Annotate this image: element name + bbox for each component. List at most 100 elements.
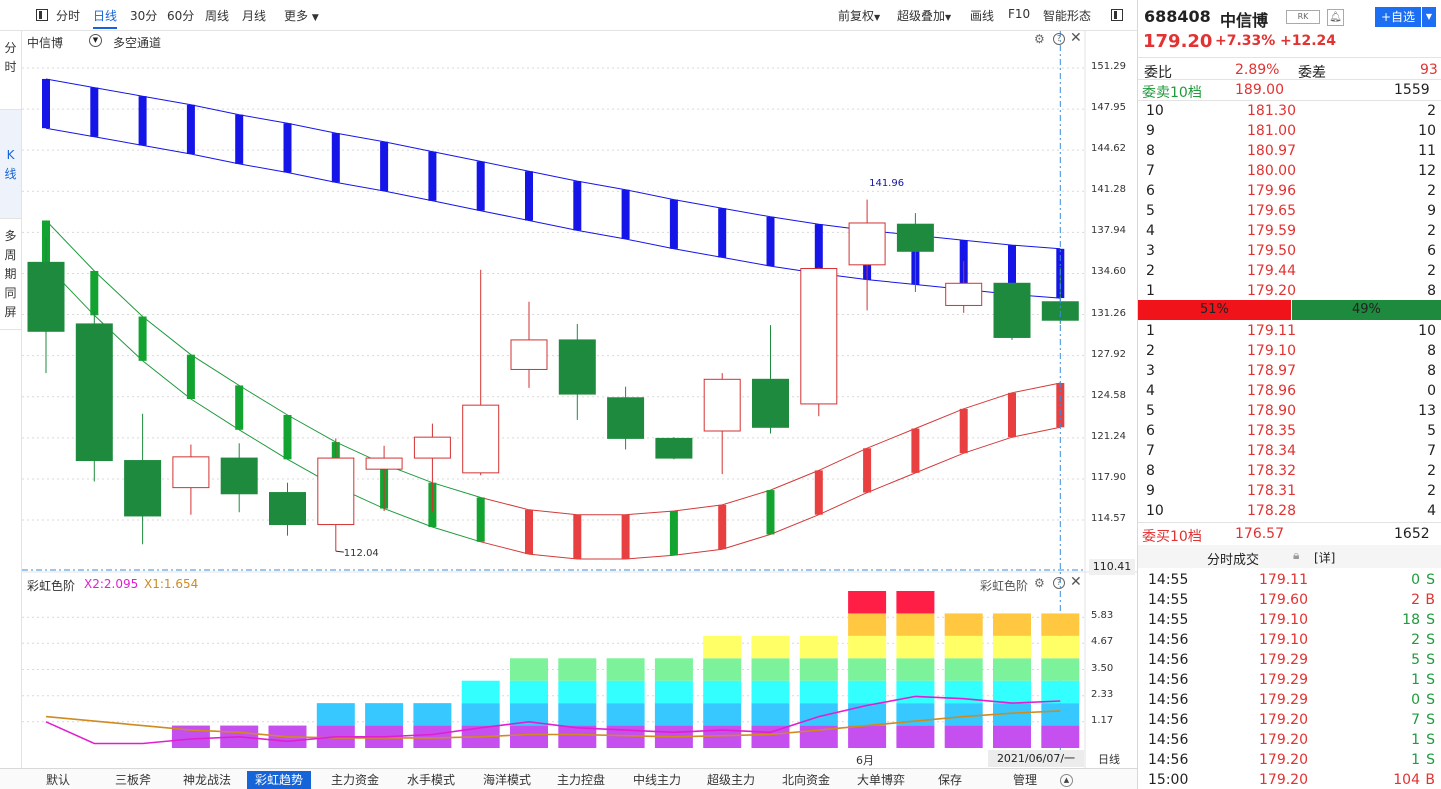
buy10-label: 委买10档 [1142, 529, 1202, 545]
weicha-label: 委差 [1298, 65, 1326, 81]
rainbow-block [944, 725, 983, 748]
indicator-dropdown-icon[interactable]: ▼ [89, 34, 102, 47]
upper-channel-bar [90, 87, 99, 137]
lower-channel-bar [959, 408, 968, 454]
ask-level-row[interactable]: 1 179.20 8 [1138, 280, 1441, 300]
ask-level-row[interactable]: 5 179.65 9 [1138, 200, 1441, 220]
candle-body [172, 456, 210, 489]
trade-price: 179.29 [1259, 672, 1308, 688]
indicator-tab[interactable]: 神龙战法 [182, 773, 231, 787]
rainbow-block [848, 680, 887, 704]
draw-line-button[interactable]: 画线 [970, 9, 995, 23]
rainbow-block [654, 680, 693, 704]
indicator-tab[interactable]: 管理 [1012, 773, 1037, 787]
rainbow-block [461, 680, 500, 704]
lower-channel-bar [911, 428, 920, 473]
scroll-up-icon[interactable]: ▲ [1060, 774, 1073, 787]
sub-chart-name[interactable]: 彩虹色阶 [27, 579, 76, 593]
f10-button[interactable]: F10 [1008, 7, 1031, 21]
trade-price: 179.10 [1259, 632, 1308, 648]
bid-level-row[interactable]: 10 178.28 4 [1138, 500, 1441, 520]
trade-row: 14:55 179.10 18 S [1138, 609, 1441, 629]
sell-ratio-bar: 49% [1292, 300, 1441, 320]
bell-icon[interactable]: 🔔︎ [1327, 9, 1344, 26]
candle-body [365, 457, 403, 470]
level-price: 178.90 [1247, 403, 1296, 419]
tab-daily[interactable]: 日线 [93, 9, 118, 29]
bid-level-row[interactable]: 8 178.32 2 [1138, 460, 1441, 480]
rk-badge[interactable]: RK [1286, 10, 1320, 24]
candle-body [896, 223, 934, 252]
indicator-tab[interactable]: 三板斧 [114, 773, 151, 787]
indicator-tab[interactable]: 海洋模式 [482, 773, 531, 787]
more-menu[interactable]: 更多 ▼ [284, 7, 319, 24]
rainbow-block [848, 613, 887, 636]
indicator-tab[interactable]: 默认 [45, 773, 70, 787]
kline-chart[interactable]: 141.96 112.04 [22, 31, 1137, 768]
level-volume: 8 [1427, 363, 1436, 379]
sidetab-multi-period[interactable]: 多周期同屏 [0, 227, 21, 327]
level-price: 181.30 [1247, 103, 1296, 119]
level-volume: 9 [1427, 203, 1436, 219]
bid-level-row[interactable]: 3 178.97 8 [1138, 360, 1441, 380]
ask-level-row[interactable]: 2 179.44 2 [1138, 260, 1441, 280]
close-icon[interactable]: ✕ [1070, 574, 1082, 590]
ask-level-row[interactable]: 10 181.30 2 [1138, 100, 1441, 120]
bid-level-row[interactable]: 4 178.96 0 [1138, 380, 1441, 400]
ask-level-row[interactable]: 9 181.00 10 [1138, 120, 1441, 140]
tab-30min[interactable]: 30分 [130, 9, 158, 23]
bid-level-row[interactable]: 7 178.34 7 [1138, 440, 1441, 460]
indicator-tab[interactable]: 保存 [937, 773, 962, 787]
trade-price: 179.20 [1259, 752, 1308, 768]
divider [1138, 100, 1441, 101]
indicator-tab[interactable]: 水手模式 [406, 773, 455, 787]
trade-side: S [1426, 612, 1435, 628]
level-price: 179.20 [1247, 283, 1296, 299]
ask-level-row[interactable]: 8 180.97 11 [1138, 140, 1441, 160]
level-price: 178.34 [1247, 443, 1296, 459]
settings-icon[interactable]: ⚙ [1034, 576, 1045, 590]
lower-channel-bar [669, 511, 678, 556]
layout-toggle-icon[interactable] [36, 9, 48, 21]
indicator-name[interactable]: 多空通道 [113, 36, 162, 50]
fuquan-menu[interactable]: 前复权▼ [838, 7, 880, 24]
rainbow-block [848, 635, 887, 659]
panel-toggle-icon[interactable] [1111, 9, 1123, 21]
tab-fenshi[interactable]: 分时 [56, 9, 81, 23]
sidetab-fenshi-label: 分时 [4, 41, 17, 74]
indicator-tab[interactable]: 主力控盘 [556, 773, 605, 787]
settings-icon[interactable]: ⚙ [1034, 32, 1045, 46]
ask-level-row[interactable]: 7 180.00 12 [1138, 160, 1441, 180]
ask-level-row[interactable]: 4 179.59 2 [1138, 220, 1441, 240]
level-volume: 0 [1427, 383, 1436, 399]
close-icon[interactable]: ✕ [1070, 30, 1082, 46]
help-icon[interactable]: ? [1053, 577, 1065, 589]
tab-weekly[interactable]: 周线 [205, 9, 230, 23]
sidetab-fenshi[interactable]: 分时 [0, 37, 21, 81]
indicator-tab[interactable]: 超级主力 [706, 773, 755, 787]
chart-area[interactable]: 141.96 112.04 中信博 ▼ 多空通道 ⚙ ? ✕ 151.29 147.… [22, 30, 1137, 768]
upper-channel-bar [283, 123, 292, 173]
overlay-menu[interactable]: 超级叠加▼ [897, 7, 951, 24]
indicator-tab[interactable]: 彩虹趋势 [247, 771, 311, 789]
bid-level-row[interactable]: 2 179.10 8 [1138, 340, 1441, 360]
indicator-tab[interactable]: 主力资金 [330, 773, 379, 787]
bid-level-row[interactable]: 5 178.90 13 [1138, 400, 1441, 420]
bid-level-row[interactable]: 9 178.31 2 [1138, 480, 1441, 500]
watchlist-dropdown-icon[interactable]: ▼ [1422, 7, 1436, 27]
bid-level-row[interactable]: 1 179.11 10 [1138, 320, 1441, 340]
ask-level-row[interactable]: 3 179.50 6 [1138, 240, 1441, 260]
bid-level-row[interactable]: 6 178.35 5 [1138, 420, 1441, 440]
tab-monthly[interactable]: 月线 [242, 9, 267, 23]
indicator-tab[interactable]: 大单博弈 [856, 773, 905, 787]
indicator-tab[interactable]: 中线主力 [632, 773, 681, 787]
ask-level-row[interactable]: 6 179.96 2 [1138, 180, 1441, 200]
help-icon[interactable]: ? [1053, 33, 1065, 45]
smart-pattern-button[interactable]: 智能形态 [1043, 9, 1092, 23]
trades-detail-link[interactable]: [详] [1314, 551, 1336, 565]
lock-icon[interactable]: 🔒︎ [1293, 548, 1300, 562]
tab-60min[interactable]: 60分 [167, 9, 195, 23]
add-watchlist-button[interactable]: +自选 [1375, 7, 1421, 27]
indicator-tab[interactable]: 北向资金 [781, 773, 830, 787]
